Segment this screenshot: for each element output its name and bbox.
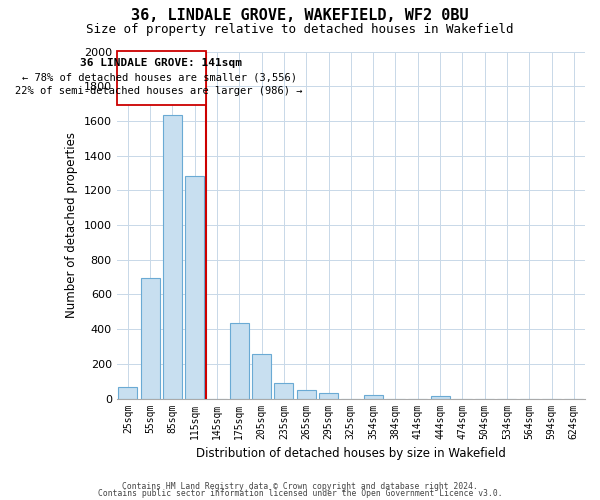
Text: Contains public sector information licensed under the Open Government Licence v3: Contains public sector information licen… — [98, 490, 502, 498]
Bar — [431, 396, 449, 398]
Text: 36, LINDALE GROVE, WAKEFIELD, WF2 0BU: 36, LINDALE GROVE, WAKEFIELD, WF2 0BU — [131, 8, 469, 22]
Bar — [319, 394, 338, 398]
Text: Size of property relative to detached houses in Wakefield: Size of property relative to detached ho… — [86, 22, 514, 36]
Bar — [364, 396, 383, 398]
Text: ← 78% of detached houses are smaller (3,556): ← 78% of detached houses are smaller (3,… — [22, 72, 296, 83]
Bar — [274, 384, 293, 398]
Bar — [230, 323, 249, 398]
Text: 22% of semi-detached houses are larger (986) →: 22% of semi-detached houses are larger (… — [16, 86, 303, 96]
Y-axis label: Number of detached properties: Number of detached properties — [65, 132, 78, 318]
Text: 36 LINDALE GROVE: 141sqm: 36 LINDALE GROVE: 141sqm — [80, 58, 242, 68]
Bar — [118, 388, 137, 398]
Bar — [140, 278, 160, 398]
Bar — [185, 176, 204, 398]
Bar — [116, 52, 206, 106]
X-axis label: Distribution of detached houses by size in Wakefield: Distribution of detached houses by size … — [196, 447, 506, 460]
Bar — [163, 115, 182, 399]
Bar — [252, 354, 271, 399]
Text: Contains HM Land Registry data © Crown copyright and database right 2024.: Contains HM Land Registry data © Crown c… — [122, 482, 478, 491]
Bar — [297, 390, 316, 398]
